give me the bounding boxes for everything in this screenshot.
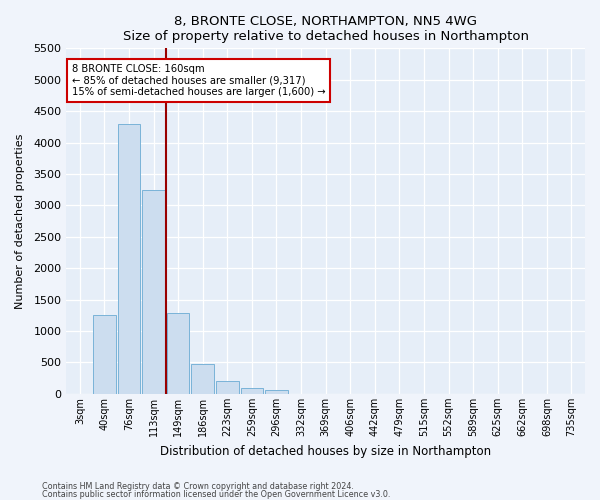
Bar bbox=[241, 388, 263, 394]
Text: Contains public sector information licensed under the Open Government Licence v3: Contains public sector information licen… bbox=[42, 490, 391, 499]
Bar bbox=[142, 190, 165, 394]
Bar bbox=[118, 124, 140, 394]
Bar bbox=[191, 364, 214, 394]
X-axis label: Distribution of detached houses by size in Northampton: Distribution of detached houses by size … bbox=[160, 444, 491, 458]
Bar bbox=[216, 382, 239, 394]
Y-axis label: Number of detached properties: Number of detached properties bbox=[15, 134, 25, 309]
Bar bbox=[167, 314, 190, 394]
Text: 8 BRONTE CLOSE: 160sqm
← 85% of detached houses are smaller (9,317)
15% of semi-: 8 BRONTE CLOSE: 160sqm ← 85% of detached… bbox=[71, 64, 325, 97]
Text: Contains HM Land Registry data © Crown copyright and database right 2024.: Contains HM Land Registry data © Crown c… bbox=[42, 482, 354, 491]
Title: 8, BRONTE CLOSE, NORTHAMPTON, NN5 4WG
Size of property relative to detached hous: 8, BRONTE CLOSE, NORTHAMPTON, NN5 4WG Si… bbox=[122, 15, 529, 43]
Bar bbox=[93, 316, 116, 394]
Bar bbox=[265, 390, 288, 394]
